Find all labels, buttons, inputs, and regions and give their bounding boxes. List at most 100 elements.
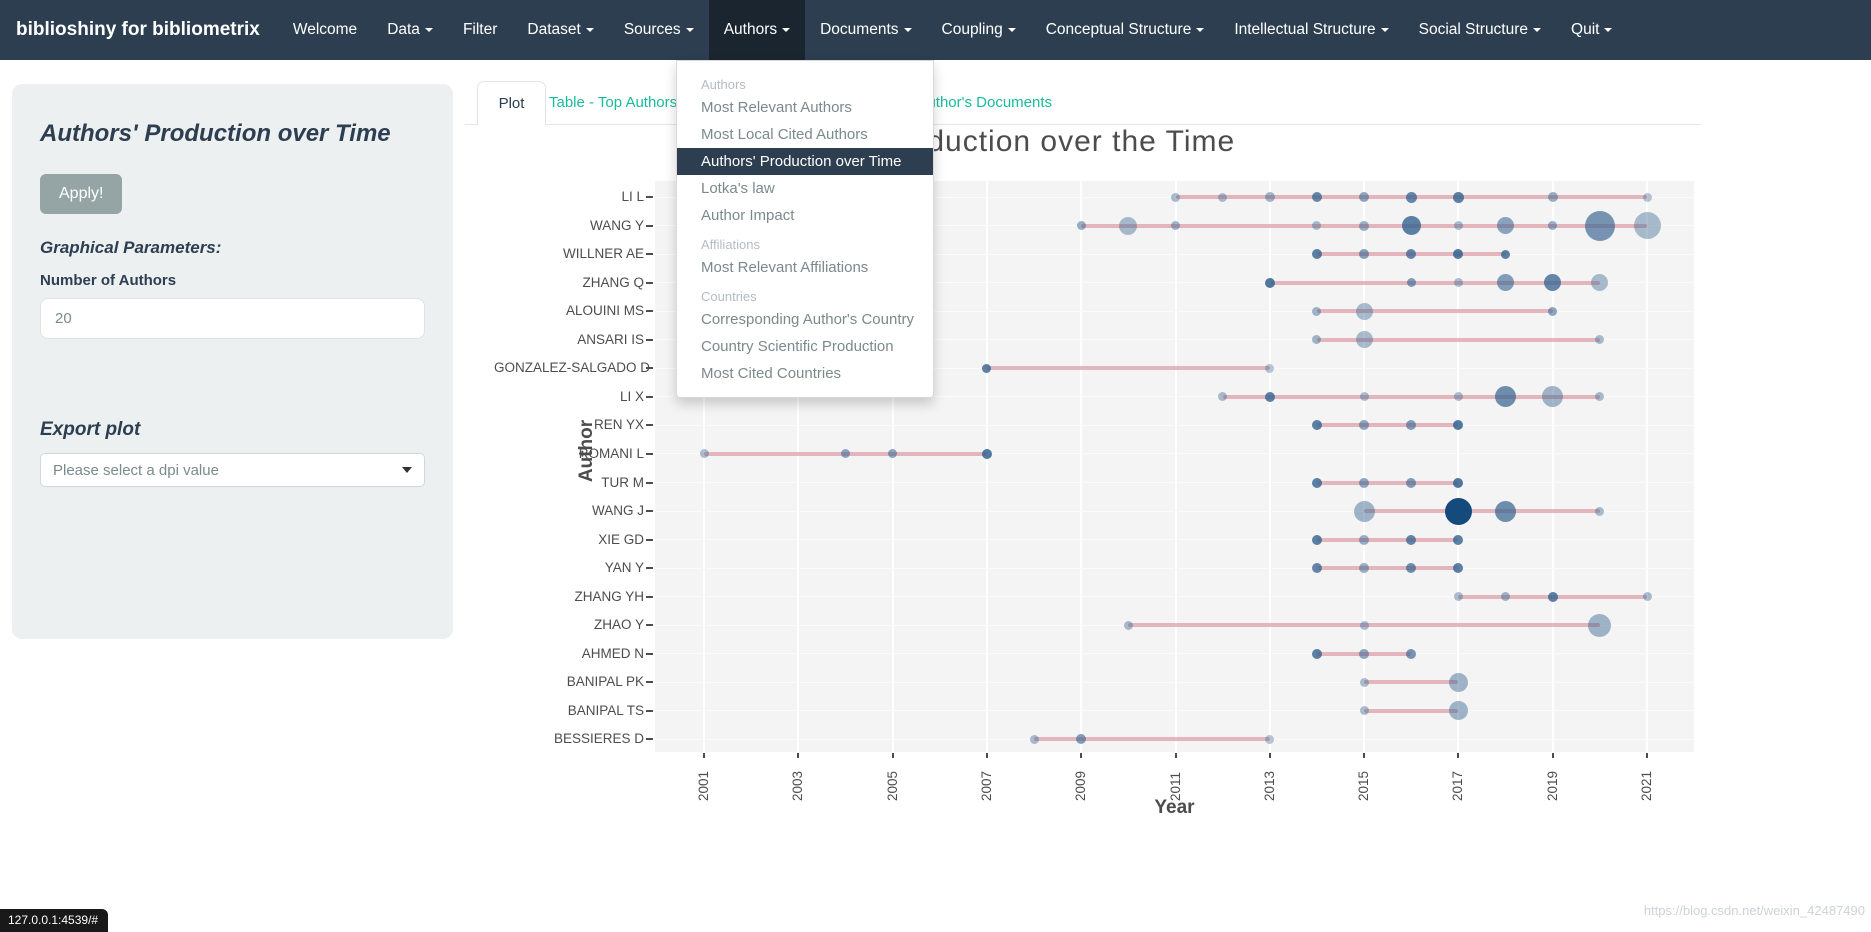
article-dot[interactable] — [1595, 335, 1605, 345]
nav-item-data[interactable]: Data — [372, 0, 448, 60]
article-dot[interactable] — [1497, 217, 1515, 235]
article-dot[interactable] — [1406, 249, 1417, 260]
article-dot[interactable] — [1311, 563, 1322, 574]
article-dot[interactable] — [1264, 277, 1275, 288]
article-dot[interactable] — [1359, 420, 1370, 431]
article-dot[interactable] — [1595, 392, 1605, 402]
article-dot[interactable] — [1311, 249, 1322, 260]
article-dot[interactable] — [1359, 192, 1370, 202]
article-dot[interactable] — [1355, 302, 1373, 320]
menu-item-author-impact[interactable]: Author Impact — [701, 207, 795, 224]
article-dot[interactable] — [1588, 613, 1612, 637]
article-dot[interactable] — [1453, 534, 1464, 545]
article-dot[interactable] — [1547, 192, 1558, 202]
nav-item-documents[interactable]: Documents — [805, 0, 926, 60]
article-dot[interactable] — [1547, 591, 1558, 602]
article-dot[interactable] — [1359, 392, 1369, 402]
nav-item-quit[interactable]: Quit — [1556, 0, 1627, 60]
article-dot[interactable] — [888, 449, 898, 459]
article-dot[interactable] — [1353, 500, 1375, 522]
article-dot[interactable] — [1311, 648, 1322, 659]
menu-item-most-local-cited-authors[interactable]: Most Local Cited Authors — [701, 126, 868, 143]
nav-item-intellectual-structure[interactable]: Intellectual Structure — [1219, 0, 1403, 60]
article-dot[interactable] — [1444, 497, 1472, 525]
dpi-select[interactable]: Please select a dpi value — [40, 453, 425, 487]
article-dot[interactable] — [1406, 563, 1417, 574]
article-dot[interactable] — [1406, 420, 1417, 431]
article-dot[interactable] — [1406, 477, 1417, 488]
article-dot[interactable] — [1359, 249, 1370, 260]
article-dot[interactable] — [981, 448, 992, 459]
nav-item-authors[interactable]: Authors — [708, 0, 806, 60]
article-dot[interactable] — [699, 449, 709, 459]
article-dot[interactable] — [1311, 477, 1322, 488]
article-dot[interactable] — [1311, 192, 1322, 202]
article-dot[interactable] — [1405, 191, 1417, 203]
article-dot[interactable] — [1359, 477, 1370, 488]
nav-item-social-structure[interactable]: Social Structure — [1404, 0, 1556, 60]
article-dot[interactable] — [1495, 386, 1517, 408]
article-dot[interactable] — [1359, 677, 1369, 687]
article-dot[interactable] — [1355, 331, 1373, 349]
article-dot[interactable] — [1453, 221, 1463, 231]
article-dot[interactable] — [1453, 278, 1463, 288]
article-dot[interactable] — [1265, 363, 1275, 373]
article-dot[interactable] — [1548, 221, 1558, 231]
menu-item-most-cited-countries[interactable]: Most Cited Countries — [701, 365, 842, 382]
article-dot[interactable] — [1359, 648, 1370, 659]
article-dot[interactable] — [1495, 500, 1517, 522]
nav-item-filter[interactable]: Filter — [462, 21, 498, 38]
article-dot[interactable] — [1076, 734, 1087, 745]
article-dot[interactable] — [1448, 672, 1468, 692]
article-dot[interactable] — [1584, 210, 1615, 241]
article-dot[interactable] — [1548, 306, 1558, 316]
apply-button[interactable]: Apply! — [40, 174, 123, 214]
article-dot[interactable] — [1029, 734, 1039, 744]
article-dot[interactable] — [1312, 221, 1322, 231]
nav-item-coupling[interactable]: Coupling — [927, 0, 1031, 60]
article-dot[interactable] — [1448, 701, 1468, 721]
article-dot[interactable] — [1501, 249, 1511, 259]
article-dot[interactable] — [1312, 335, 1322, 345]
article-dot[interactable] — [1453, 477, 1464, 488]
article-dot[interactable] — [1264, 391, 1275, 402]
article-dot[interactable] — [1595, 506, 1605, 516]
article-dot[interactable] — [1453, 420, 1464, 431]
article-dot[interactable] — [1359, 220, 1370, 231]
article-dot[interactable] — [1076, 221, 1086, 231]
article-dot[interactable] — [1452, 191, 1464, 203]
article-dot[interactable] — [1218, 392, 1228, 402]
menu-item-most-relevant-authors[interactable]: Most Relevant Authors — [701, 99, 852, 116]
menu-item-corresponding-author-s-country[interactable]: Corresponding Author's Country — [701, 311, 914, 328]
article-dot[interactable] — [1501, 592, 1511, 602]
article-dot[interactable] — [1264, 192, 1275, 202]
article-dot[interactable] — [1123, 620, 1133, 630]
article-dot[interactable] — [1265, 734, 1275, 744]
number-of-authors-input[interactable] — [40, 298, 425, 339]
article-dot[interactable] — [1453, 563, 1464, 574]
nav-item-dataset[interactable]: Dataset — [512, 0, 608, 60]
article-dot[interactable] — [1311, 534, 1322, 545]
article-dot[interactable] — [1406, 648, 1417, 659]
article-dot[interactable] — [1642, 592, 1652, 602]
article-dot[interactable] — [1453, 249, 1464, 260]
article-dot[interactable] — [1359, 620, 1369, 630]
nav-item-conceptual-structure[interactable]: Conceptual Structure — [1031, 0, 1220, 60]
article-dot[interactable] — [1359, 706, 1369, 716]
article-dot[interactable] — [1544, 274, 1562, 292]
tab-plot[interactable]: Plot — [477, 81, 546, 126]
article-dot[interactable] — [1453, 592, 1463, 602]
article-dot[interactable] — [840, 449, 850, 459]
article-dot[interactable] — [1171, 221, 1180, 231]
article-dot[interactable] — [1453, 392, 1463, 402]
article-dot[interactable] — [1406, 278, 1416, 288]
article-dot[interactable] — [1401, 216, 1421, 236]
article-dot[interactable] — [1119, 216, 1138, 235]
nav-item-welcome[interactable]: Welcome — [292, 21, 358, 38]
article-dot[interactable] — [1359, 563, 1370, 574]
article-dot[interactable] — [1591, 274, 1609, 292]
article-dot[interactable] — [1633, 212, 1661, 240]
article-dot[interactable] — [1218, 192, 1228, 202]
menu-item-country-scientific-production[interactable]: Country Scientific Production — [701, 338, 894, 355]
article-dot[interactable] — [1542, 386, 1564, 408]
